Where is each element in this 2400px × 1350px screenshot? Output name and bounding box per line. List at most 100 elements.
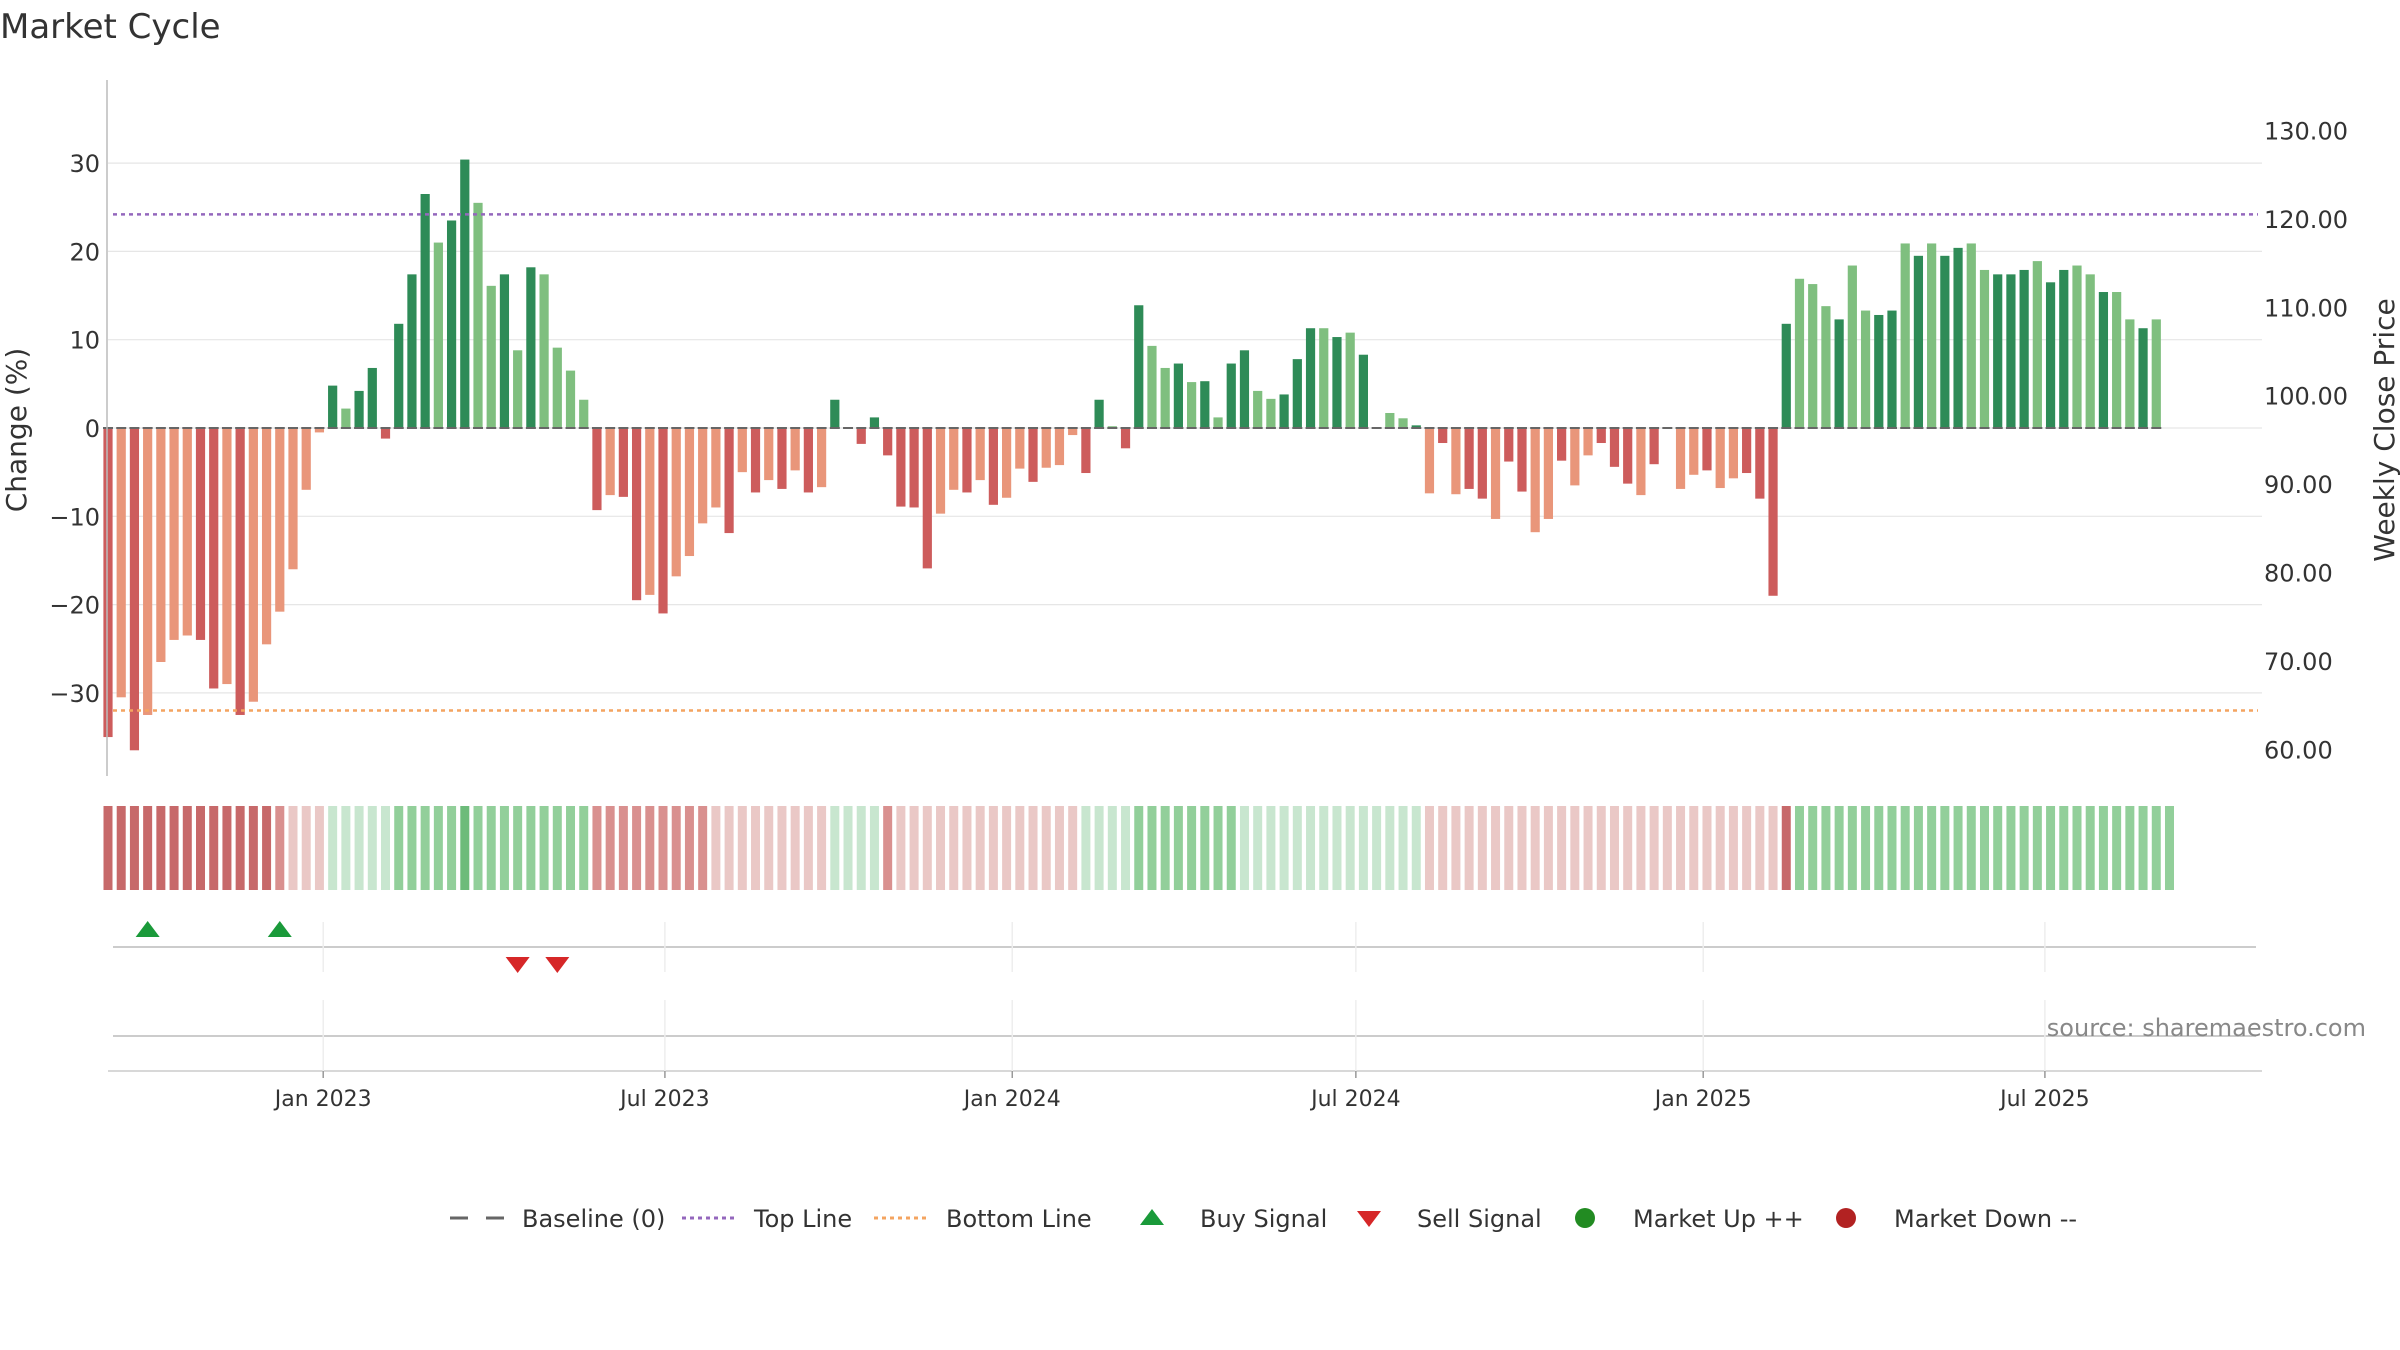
band-cell	[1253, 806, 1263, 890]
band-cell	[1821, 806, 1831, 890]
band-cell	[1781, 806, 1791, 890]
band-cell	[1002, 806, 1012, 890]
bar	[1517, 428, 1527, 492]
bar	[446, 220, 457, 428]
bar	[1979, 269, 1990, 428]
bar	[1649, 428, 1659, 465]
bar	[1689, 428, 1699, 475]
bar	[1530, 428, 1540, 533]
y-tick-label: −20	[49, 592, 100, 620]
y-tick-label: 30	[69, 150, 100, 178]
bar	[288, 428, 298, 570]
bar	[1134, 305, 1144, 428]
bar	[830, 399, 840, 428]
bar	[394, 323, 404, 428]
bar	[988, 428, 998, 505]
band-cell	[1583, 806, 1593, 890]
band-cell	[764, 806, 774, 890]
band-cell	[156, 806, 166, 890]
sell-signal-marker	[505, 957, 530, 973]
band-cell	[513, 806, 523, 890]
band-cell	[1424, 806, 1434, 890]
band-cell	[1398, 806, 1408, 890]
bar	[1953, 247, 1963, 428]
bar	[1927, 243, 1937, 428]
band-cell	[143, 806, 153, 890]
bar	[1808, 284, 1818, 428]
band-cell	[1861, 806, 1871, 890]
band-cell	[579, 806, 589, 890]
bar	[1239, 350, 1250, 428]
band-cell	[1187, 806, 1197, 890]
band-cell	[975, 806, 985, 890]
band-cell	[896, 806, 906, 890]
band-cell	[288, 806, 298, 890]
bar	[2125, 319, 2135, 428]
y2-tick-label: 80.00	[2264, 560, 2333, 588]
band-cell	[1966, 806, 1976, 890]
y2-tick-label: 120.00	[2264, 206, 2348, 234]
band-cell	[381, 806, 391, 890]
band-cell	[103, 806, 113, 890]
bar	[1200, 381, 1210, 428]
band-cell	[1451, 806, 1461, 890]
band-cell	[2019, 806, 2029, 890]
band-cell	[1834, 806, 1844, 890]
bar	[684, 428, 695, 557]
bar	[1583, 428, 1593, 456]
bar	[1477, 428, 1487, 499]
band-cell	[869, 806, 879, 890]
band-cell	[1200, 806, 1210, 890]
bar	[1173, 363, 1183, 428]
bar	[711, 428, 721, 508]
band-cell	[1107, 806, 1117, 890]
bar	[1028, 428, 1038, 482]
bar	[1253, 390, 1263, 428]
band-cell	[1530, 806, 1540, 890]
bar	[248, 428, 258, 702]
bar	[896, 428, 906, 507]
bar	[618, 428, 628, 497]
bar	[777, 428, 787, 489]
band-cell	[988, 806, 998, 890]
band-cell	[2032, 806, 2042, 890]
bar	[1755, 428, 1765, 499]
y2-tick-label: 60.00	[2264, 736, 2333, 764]
legend-label: Buy Signal	[1200, 1205, 1327, 1233]
bar	[1226, 363, 1236, 428]
band-cell	[222, 806, 232, 890]
bar	[1120, 428, 1131, 449]
legend-label: Bottom Line	[946, 1205, 1092, 1233]
bar	[1411, 425, 1421, 428]
bar	[195, 428, 206, 640]
band-cell	[1385, 806, 1395, 890]
y-tick-label: 20	[69, 238, 100, 266]
bar	[1015, 428, 1025, 469]
band-cell	[2006, 806, 2016, 890]
bar	[156, 428, 166, 662]
band-cell	[1491, 806, 1501, 890]
legend-label: Market Down --	[1894, 1205, 2077, 1233]
band-cell	[803, 806, 813, 890]
band-cell	[1134, 806, 1144, 890]
bar	[380, 428, 391, 439]
bar	[513, 350, 523, 428]
band-cell	[1054, 806, 1064, 890]
y2-tick-label: 90.00	[2264, 471, 2333, 499]
bar	[737, 428, 747, 473]
x-tick-label: Jul 2025	[1998, 1087, 2090, 1112]
bar	[1054, 428, 1065, 466]
bar	[539, 274, 549, 428]
y-axis-label: Change (%)	[0, 348, 33, 513]
band-cell	[248, 806, 258, 890]
bar	[473, 202, 483, 428]
legend: Baseline (0) Top Line Bottom Line Buy Signa…	[450, 1205, 2077, 1233]
x-axis: Jan 2023 Jul 2023 Jan 2024 Jul 2024 Jan 2025…	[273, 1071, 2090, 1112]
band-cell	[354, 806, 364, 890]
reference-lines	[113, 213, 2258, 712]
bar	[935, 428, 946, 514]
legend-item: Market Up ++	[1575, 1205, 1804, 1233]
band-cell	[2085, 806, 2095, 890]
band-cell	[1504, 806, 1514, 890]
